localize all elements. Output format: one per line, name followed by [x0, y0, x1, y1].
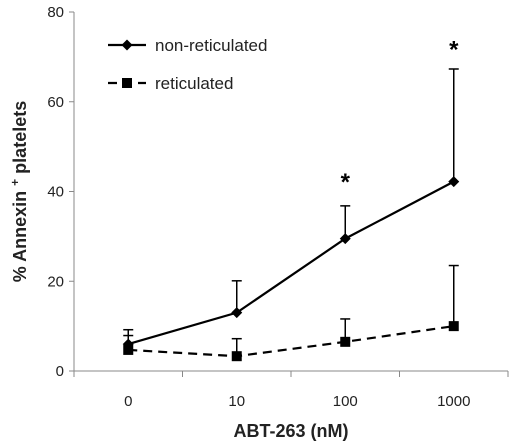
y-tick-label: 60 — [47, 94, 64, 111]
x-tick-label: 100 — [333, 393, 358, 410]
significance-annotations: ** — [341, 36, 460, 195]
y-tick-label: 80 — [47, 4, 64, 21]
x-tick-label: 10 — [228, 393, 245, 410]
legend: non-reticulated reticulated — [108, 36, 267, 93]
y-axis-title-prefix: % Annexin — [10, 191, 30, 282]
data-point-square — [448, 321, 459, 332]
legend-label: non-reticulated — [155, 36, 267, 55]
series-line-non-reticulated — [127, 180, 455, 346]
y-tick-label: 0 — [56, 363, 64, 380]
data-point-square — [123, 344, 134, 355]
data-point-diamond — [231, 307, 243, 319]
series-line-reticulated — [128, 325, 454, 358]
y-axis-title-superscript: + — [8, 179, 22, 186]
x-ticks: 0 10 100 1000 — [73, 371, 509, 410]
data-point-diamond — [339, 233, 351, 245]
x-tick-label: 1000 — [437, 393, 470, 410]
significance-marker: * — [341, 169, 351, 196]
data-point-square — [231, 351, 242, 362]
data-point-square — [340, 336, 351, 347]
y-tick-label: 20 — [47, 273, 64, 290]
series-markers — [122, 176, 460, 362]
y-tick-label: 40 — [47, 184, 64, 201]
y-axis-title: % Annexin + platelets — [3, 101, 30, 282]
legend-marker-diamond — [121, 39, 133, 51]
axes — [73, 12, 508, 372]
legend-marker-square — [122, 78, 132, 88]
y-axis-title-suffix: platelets — [10, 101, 30, 174]
error-bars — [123, 68, 459, 357]
series-lines — [127, 180, 455, 358]
x-axis-title: ABT-263 (nM) — [233, 421, 348, 441]
x-tick-label: 0 — [124, 393, 132, 410]
y-ticks: 0 20 40 60 80 — [47, 4, 74, 380]
legend-label: reticulated — [155, 74, 233, 93]
data-point-diamond — [448, 176, 460, 188]
significance-marker: * — [449, 36, 459, 63]
